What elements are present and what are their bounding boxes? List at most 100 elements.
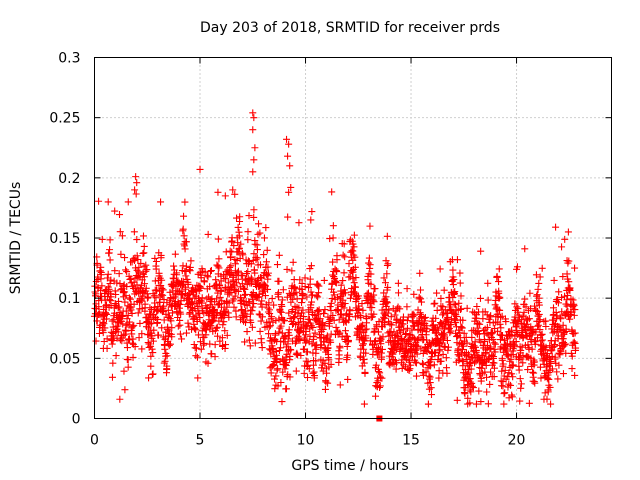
data-point <box>555 361 563 369</box>
data-point <box>126 295 134 303</box>
data-point <box>456 279 464 287</box>
data-point <box>260 251 268 259</box>
data-point <box>569 296 577 304</box>
data-point <box>315 282 323 290</box>
data-point <box>351 283 359 291</box>
data-point <box>92 337 100 345</box>
data-point <box>532 328 540 336</box>
data-point <box>157 282 165 290</box>
data-point <box>235 248 243 256</box>
data-point <box>238 280 246 288</box>
data-point <box>432 314 440 322</box>
data-point <box>181 198 189 206</box>
data-point <box>377 355 385 363</box>
data-point <box>467 388 475 396</box>
data-point <box>223 331 231 339</box>
data-point <box>453 256 461 264</box>
data-point <box>561 292 569 300</box>
data-point <box>495 278 503 286</box>
data-point <box>133 179 141 187</box>
data-point <box>564 228 572 236</box>
data-point <box>328 188 336 196</box>
data-point <box>263 246 271 254</box>
data-point <box>142 284 150 292</box>
data-point <box>344 375 352 383</box>
data-point <box>206 267 214 275</box>
data-point <box>300 369 308 377</box>
data-point <box>298 299 306 307</box>
data-point <box>372 361 380 369</box>
data-point <box>358 341 366 349</box>
data-point <box>366 261 374 269</box>
data-point <box>528 345 536 353</box>
data-point <box>519 351 527 359</box>
data-point <box>409 310 417 318</box>
data-point <box>213 323 221 331</box>
data-point <box>326 303 334 311</box>
data-point <box>525 315 533 323</box>
data-point <box>541 389 549 397</box>
data-point <box>524 366 532 374</box>
data-point <box>457 323 465 331</box>
data-point <box>349 247 357 255</box>
data-point <box>188 300 196 308</box>
data-point <box>159 286 167 294</box>
data-point <box>524 341 532 349</box>
data-point <box>497 313 505 321</box>
data-point <box>214 235 222 243</box>
data-point <box>245 336 253 344</box>
data-point <box>561 340 569 348</box>
data-point <box>321 306 329 314</box>
data-point <box>138 330 146 338</box>
data-point <box>126 275 134 283</box>
data-point <box>204 273 212 281</box>
data-point <box>516 375 524 383</box>
data-point <box>426 362 434 370</box>
data-point <box>444 346 452 354</box>
data-point <box>335 316 343 324</box>
data-point <box>339 251 347 259</box>
data-point <box>197 284 205 292</box>
data-point <box>116 211 124 219</box>
data-point <box>264 269 272 277</box>
data-point <box>375 344 383 352</box>
data-point <box>411 358 419 366</box>
data-point <box>252 256 260 264</box>
data-point <box>221 192 229 200</box>
data-point <box>362 349 370 357</box>
data-point <box>185 310 193 318</box>
data-point <box>355 305 363 313</box>
data-point <box>163 352 171 360</box>
data-point <box>477 374 485 382</box>
data-point <box>339 277 347 285</box>
data-point <box>249 303 257 311</box>
data-point <box>508 391 516 399</box>
data-point <box>337 281 345 289</box>
data-point <box>290 283 298 291</box>
data-point <box>357 314 365 322</box>
data-point <box>521 295 529 303</box>
data-point <box>134 255 142 263</box>
data-point <box>345 316 353 324</box>
data-point <box>490 339 498 347</box>
data-point <box>449 293 457 301</box>
data-point <box>139 232 147 240</box>
data-point <box>446 329 454 337</box>
data-point <box>224 309 232 317</box>
data-point <box>291 284 299 292</box>
data-point <box>301 336 309 344</box>
data-point <box>496 306 504 314</box>
data-point <box>134 309 142 317</box>
data-points <box>90 109 580 422</box>
data-point <box>279 286 287 294</box>
data-point <box>509 373 517 381</box>
data-point <box>287 183 295 191</box>
data-point <box>384 283 392 291</box>
data-point <box>102 310 110 318</box>
data-point <box>437 294 445 302</box>
data-point <box>458 346 466 354</box>
data-point <box>527 305 535 313</box>
data-point <box>121 326 129 334</box>
data-point <box>363 315 371 323</box>
data-point <box>327 360 335 368</box>
